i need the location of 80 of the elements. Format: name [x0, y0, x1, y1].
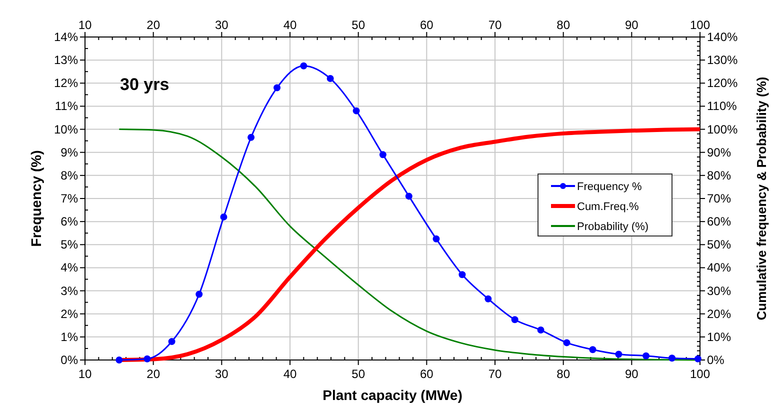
x2-tick-label: 30	[214, 367, 229, 381]
y-tick-label: 13%	[54, 53, 78, 68]
point	[379, 151, 386, 158]
x2-tick-label: 40	[283, 367, 297, 381]
x2-tick-label: 70	[488, 367, 502, 381]
y-tick-label: 1%	[60, 330, 78, 344]
point	[642, 352, 650, 360]
x-tick-label: 40	[283, 18, 297, 32]
y-tick-label: 8%	[60, 168, 78, 182]
x-tick-label: 80	[556, 18, 570, 32]
y2-tick-label: 80%	[707, 168, 732, 182]
point	[511, 316, 518, 324]
point	[220, 213, 228, 220]
point	[668, 354, 676, 362]
x2-tick-label: 80	[556, 367, 570, 381]
point	[589, 346, 596, 354]
y2-tick-label: 130%	[707, 53, 738, 68]
x2-tick-label: 90	[624, 367, 639, 381]
point	[615, 350, 622, 358]
point	[432, 235, 440, 242]
x-tick-label: 10	[78, 18, 92, 32]
y-tick-label: 0%	[60, 353, 78, 367]
x-tick-label: 70	[488, 18, 502, 32]
x-tick-label: 20	[146, 18, 160, 32]
point	[196, 290, 203, 298]
legend-label: Probability (%)	[577, 221, 649, 233]
y-tick-label: 11%	[54, 99, 78, 114]
x-tick-label: 90	[624, 18, 639, 32]
y-tick-label: 5%	[60, 238, 78, 252]
y2-tick-label: 50%	[707, 238, 732, 252]
point	[484, 295, 492, 302]
y2-tick-label: 60%	[707, 214, 732, 229]
y2-tick-label: 30%	[707, 284, 732, 298]
y-tick-label: 10%	[54, 122, 78, 136]
x-tick-label: 50	[352, 18, 366, 32]
y2-tick-label: 120%	[707, 76, 738, 90]
point	[144, 355, 151, 362]
y-tick-label: 6%	[60, 214, 78, 229]
y2-tick-label: 100%	[707, 122, 738, 136]
y-tick-label: 3%	[60, 284, 78, 298]
y-tick-label: 4%	[60, 260, 78, 275]
x2-tick-label: 20	[146, 367, 160, 381]
legend-label: Cum.Freq.%	[577, 201, 639, 213]
x2-tick-label: 60	[420, 367, 434, 381]
x-tick-label: 30	[214, 18, 229, 32]
point	[116, 356, 123, 364]
y-tick-label: 7%	[60, 192, 78, 206]
point	[458, 271, 466, 278]
point	[563, 339, 570, 346]
y2-axis-title: Cumulative frequency & Probability (%)	[754, 76, 769, 320]
y-axis-title: Frequency (%)	[28, 150, 44, 247]
x-tick-label: 100	[690, 18, 710, 32]
point	[248, 134, 255, 141]
y-tick-label: 2%	[60, 306, 78, 321]
y2-tick-label: 10%	[707, 330, 732, 344]
point	[537, 326, 544, 334]
y2-tick-label: 140%	[707, 30, 738, 44]
point	[300, 62, 308, 70]
y-tick-label: 12%	[54, 76, 78, 90]
x2-tick-label: 100	[690, 367, 710, 381]
point	[326, 75, 334, 82]
y2-tick-label: 90%	[707, 145, 732, 160]
y-tick-label: 9%	[60, 145, 78, 160]
y2-tick-label: 20%	[707, 306, 732, 321]
annotation: 30 yrs	[120, 75, 170, 94]
point	[168, 338, 176, 346]
x-tick-label: 60	[420, 18, 434, 32]
y-tick-label: 14%	[54, 30, 78, 44]
point	[274, 84, 281, 92]
x-axis-title: Plant capacity (MWe)	[322, 387, 462, 403]
y2-tick-label: 0%	[707, 353, 725, 367]
point	[352, 107, 360, 114]
x2-tick-label: 50	[352, 367, 366, 381]
legend-label: Frequency %	[577, 181, 642, 193]
x2-tick-label: 10	[78, 367, 92, 381]
point	[694, 355, 702, 362]
y2-tick-label: 110%	[707, 99, 738, 114]
y2-tick-label: 40%	[707, 260, 732, 275]
point	[405, 192, 412, 200]
y2-tick-label: 70%	[707, 192, 732, 206]
